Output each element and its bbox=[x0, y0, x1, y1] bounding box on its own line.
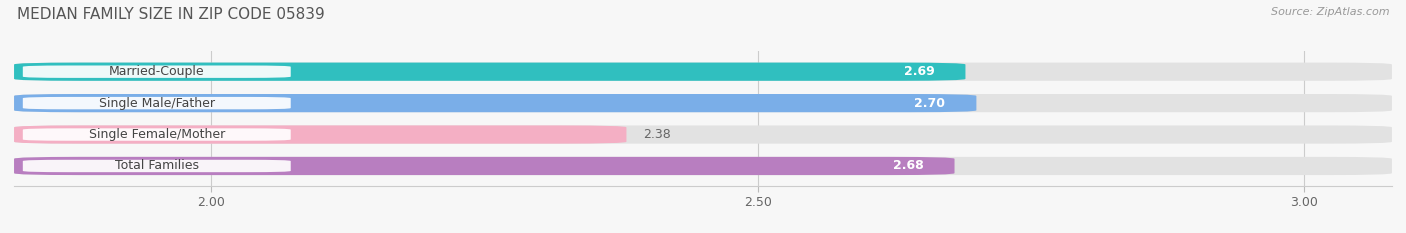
Text: Single Male/Father: Single Male/Father bbox=[98, 97, 215, 110]
FancyBboxPatch shape bbox=[14, 94, 1392, 112]
FancyBboxPatch shape bbox=[22, 97, 291, 109]
FancyBboxPatch shape bbox=[14, 125, 1392, 144]
FancyBboxPatch shape bbox=[877, 66, 960, 77]
FancyBboxPatch shape bbox=[14, 157, 955, 175]
FancyBboxPatch shape bbox=[14, 94, 976, 112]
Text: Total Families: Total Families bbox=[115, 159, 198, 172]
Text: Single Female/Mother: Single Female/Mother bbox=[89, 128, 225, 141]
FancyBboxPatch shape bbox=[22, 65, 291, 78]
FancyBboxPatch shape bbox=[14, 63, 966, 81]
FancyBboxPatch shape bbox=[14, 157, 1392, 175]
Text: 2.38: 2.38 bbox=[643, 128, 671, 141]
FancyBboxPatch shape bbox=[22, 160, 291, 172]
Text: 2.69: 2.69 bbox=[904, 65, 935, 78]
FancyBboxPatch shape bbox=[14, 125, 627, 144]
Text: Married-Couple: Married-Couple bbox=[108, 65, 205, 78]
Text: MEDIAN FAMILY SIZE IN ZIP CODE 05839: MEDIAN FAMILY SIZE IN ZIP CODE 05839 bbox=[17, 7, 325, 22]
FancyBboxPatch shape bbox=[14, 63, 1392, 81]
FancyBboxPatch shape bbox=[868, 161, 949, 171]
Text: Source: ZipAtlas.com: Source: ZipAtlas.com bbox=[1271, 7, 1389, 17]
FancyBboxPatch shape bbox=[889, 98, 972, 109]
Text: 2.70: 2.70 bbox=[914, 97, 945, 110]
FancyBboxPatch shape bbox=[22, 128, 291, 141]
Text: 2.68: 2.68 bbox=[893, 159, 924, 172]
